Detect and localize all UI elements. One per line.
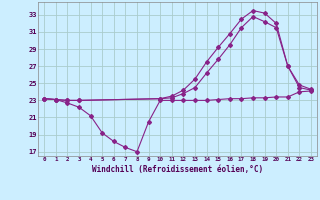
X-axis label: Windchill (Refroidissement éolien,°C): Windchill (Refroidissement éolien,°C): [92, 165, 263, 174]
